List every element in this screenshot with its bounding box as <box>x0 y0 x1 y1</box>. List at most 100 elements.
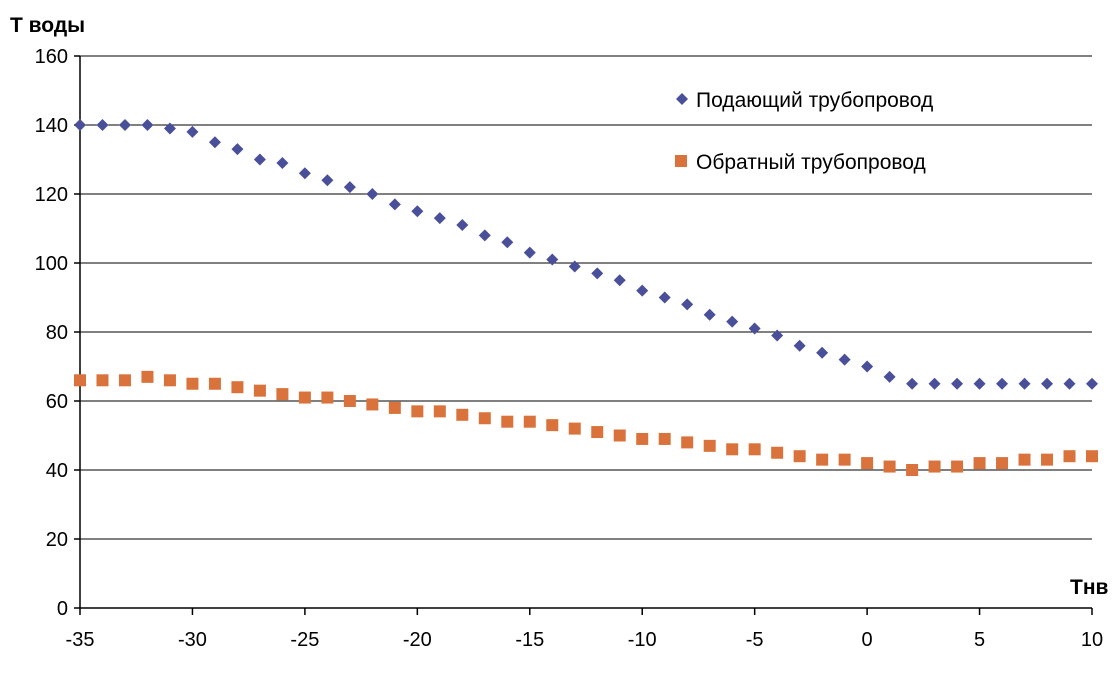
x-tick-label: -10 <box>628 629 657 651</box>
supply-point <box>703 308 716 321</box>
return-point <box>433 405 446 418</box>
supply-point <box>928 377 941 390</box>
supply-point <box>1018 377 1031 390</box>
return-point <box>703 439 716 452</box>
return-point <box>951 460 964 473</box>
y-axis-title: Т воды <box>10 14 85 37</box>
return-point <box>456 408 469 421</box>
return-point <box>973 457 986 470</box>
return-point <box>478 412 491 425</box>
return-point <box>321 391 334 404</box>
return-point <box>186 377 199 390</box>
return-point <box>74 374 86 387</box>
supply-point <box>883 370 896 383</box>
return-point <box>613 429 626 442</box>
supply-point <box>771 329 784 342</box>
return-point <box>568 422 581 435</box>
grid-lines <box>74 55 1093 615</box>
x-tick-label: -30 <box>178 629 207 651</box>
legend-marker-supply <box>676 93 688 105</box>
return-point <box>231 381 244 394</box>
return-point <box>163 374 176 387</box>
return-point <box>906 464 919 476</box>
supply-point <box>546 253 559 266</box>
supply-point <box>276 156 289 169</box>
x-tick-labels: -35 -30 -25 -20 -15 -10 -5 0 5 10 <box>66 629 1104 651</box>
series-return <box>74 370 1098 476</box>
return-point <box>141 370 154 383</box>
x-tick-label: 0 <box>862 629 873 651</box>
return-point <box>883 460 896 473</box>
return-point <box>816 453 829 466</box>
return-point <box>208 377 221 390</box>
supply-point <box>366 188 379 200</box>
return-point <box>771 446 784 459</box>
supply-point <box>1063 377 1076 390</box>
supply-point <box>141 119 154 131</box>
return-point <box>501 415 514 428</box>
supply-point <box>478 229 491 242</box>
supply-point <box>208 136 221 149</box>
return-point <box>861 457 874 470</box>
supply-point <box>456 219 469 232</box>
return-point <box>681 436 694 449</box>
x-tick-label: -5 <box>746 629 764 651</box>
supply-point <box>951 377 964 390</box>
return-point <box>591 426 604 439</box>
supply-point <box>253 153 266 166</box>
return-point <box>838 453 851 466</box>
supply-point <box>74 119 86 131</box>
return-point <box>253 384 266 397</box>
supply-point <box>411 205 424 218</box>
y-tick-label: 40 <box>46 460 68 482</box>
return-point <box>523 415 536 428</box>
supply-point <box>613 274 626 287</box>
return-point <box>388 401 401 414</box>
y-tick-label: 120 <box>35 184 68 206</box>
supply-point <box>816 346 829 359</box>
return-point <box>118 374 131 387</box>
return-point <box>726 443 739 456</box>
return-point <box>1018 453 1031 466</box>
supply-point <box>973 377 986 390</box>
supply-point <box>501 236 514 249</box>
supply-point <box>793 339 806 352</box>
return-point <box>1086 450 1098 463</box>
return-point <box>1041 453 1054 466</box>
supply-point <box>996 377 1009 390</box>
supply-point <box>681 298 694 311</box>
supply-point <box>523 246 536 259</box>
return-point <box>298 391 311 404</box>
return-point <box>658 432 671 445</box>
y-tick-labels: 0 20 40 60 80 100 120 140 160 <box>35 46 68 620</box>
axes <box>79 56 1092 609</box>
x-tick-label: -20 <box>403 629 432 651</box>
legend-marker-return <box>675 155 687 167</box>
supply-point <box>298 167 311 180</box>
x-tick-label: 5 <box>974 629 985 651</box>
supply-point <box>433 212 446 225</box>
y-tick-label: 80 <box>46 322 68 344</box>
y-tick-label: 140 <box>35 115 68 137</box>
supply-point <box>1086 377 1098 390</box>
y-tick-label: 160 <box>35 46 68 68</box>
supply-point <box>343 181 356 194</box>
y-tick-label: 100 <box>35 253 68 275</box>
legend-label-supply: Подающий трубопровод <box>696 89 933 112</box>
x-tick-label: -25 <box>290 629 319 651</box>
return-point <box>928 460 941 473</box>
return-point <box>343 395 356 407</box>
supply-point <box>321 174 334 187</box>
y-tick-label: 60 <box>46 391 68 413</box>
return-point <box>748 443 761 456</box>
supply-point <box>726 315 739 328</box>
supply-point <box>231 143 244 156</box>
supply-point <box>636 284 649 297</box>
supply-point <box>568 260 581 273</box>
supply-point <box>388 198 401 211</box>
return-point <box>276 388 289 401</box>
supply-point <box>861 360 874 373</box>
return-point <box>636 432 649 445</box>
return-point <box>546 419 559 432</box>
